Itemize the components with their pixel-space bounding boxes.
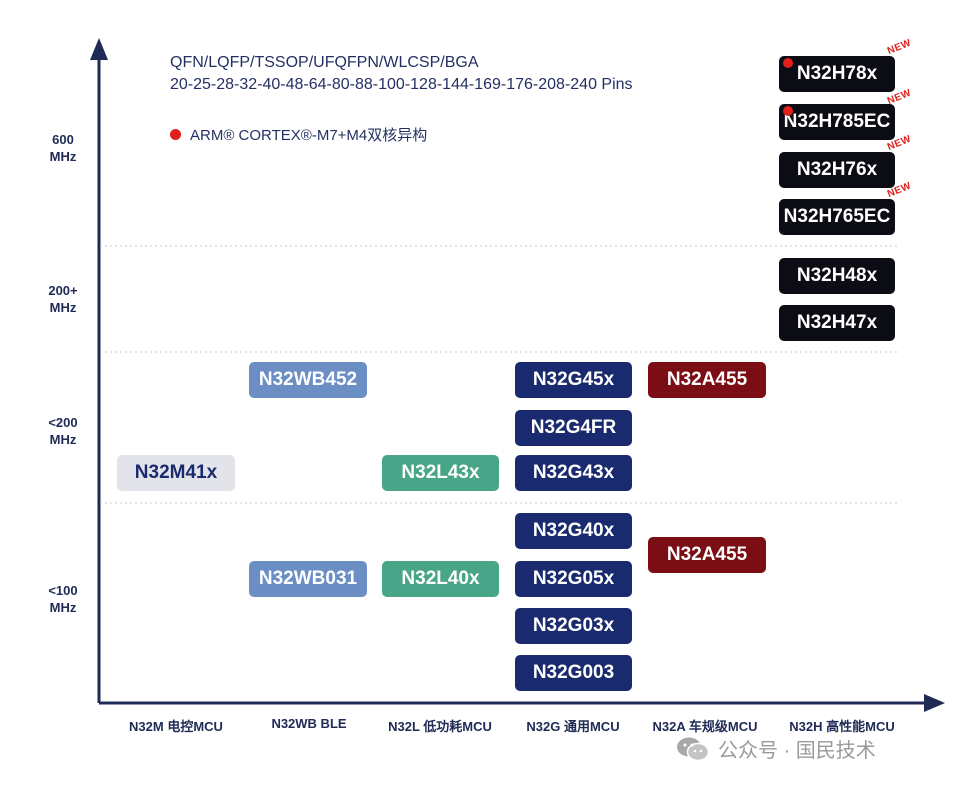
- y-label-200plus: 200+ MHz: [23, 282, 103, 316]
- chip-n32h76x[interactable]: N32H76x: [779, 152, 895, 188]
- chip-n32g03x[interactable]: N32G03x: [515, 608, 632, 644]
- y-label-200plus-unit: MHz: [49, 300, 77, 315]
- watermark: 公众号 · 国民技术: [676, 734, 876, 763]
- chip-n32g43x[interactable]: N32G43x: [515, 455, 632, 491]
- chip-n32m41x[interactable]: N32M41x: [117, 455, 235, 491]
- x-label-n32l: N32L 低功耗MCU: [388, 719, 492, 734]
- y-label-600-unit: MHz: [49, 149, 77, 164]
- package-types: QFN/LQFP/TSSOP/UFQFPN/WLCSP/BGA: [170, 54, 479, 71]
- y-label-lt100-value: <100: [48, 583, 78, 598]
- chip-n32a455-low[interactable]: N32A455: [648, 537, 766, 573]
- y-label-lt200-value: <200: [48, 415, 78, 430]
- y-label-lt200: <200 MHz: [23, 414, 103, 448]
- y-label-lt100-unit: MHz: [49, 600, 77, 615]
- x-label-n32a: N32A 车规级MCU: [652, 719, 758, 734]
- red-dot-icon: [783, 58, 793, 68]
- chip-n32a455-high[interactable]: N32A455: [648, 362, 766, 398]
- chip-n32g45x[interactable]: N32G45x: [515, 362, 632, 398]
- chip-n32l43x[interactable]: N32L43x: [382, 455, 499, 491]
- y-axis-arrow: [90, 38, 108, 60]
- watermark-text: 公众号 · 国民技术: [718, 740, 876, 762]
- chip-n32g003[interactable]: N32G003: [515, 655, 632, 691]
- chip-n32g4fr[interactable]: N32G4FR: [515, 410, 632, 446]
- chip-n32wb031[interactable]: N32WB031: [249, 561, 367, 597]
- chip-n32l40x[interactable]: N32L40x: [382, 561, 499, 597]
- x-label-n32g: N32G 通用MCU: [526, 719, 620, 734]
- x-label-n32m: N32M 电控MCU: [129, 719, 223, 734]
- chip-n32wb452[interactable]: N32WB452: [249, 362, 367, 398]
- chip-n32h78x[interactable]: N32H78x: [779, 56, 895, 92]
- chip-n32g40x[interactable]: N32G40x: [515, 513, 632, 549]
- y-label-600-value: 600: [52, 132, 74, 147]
- y-label-lt100: <100 MHz: [23, 582, 103, 616]
- chip-n32h47x[interactable]: N32H47x: [779, 305, 895, 341]
- package-info: QFN/LQFP/TSSOP/UFQFPN/WLCSP/BGA 20-25-28…: [170, 52, 633, 96]
- chip-n32g05x[interactable]: N32G05x: [515, 561, 632, 597]
- chip-n32h48x[interactable]: N32H48x: [779, 258, 895, 294]
- y-label-600mhz: 600 MHz: [23, 131, 103, 165]
- x-label-n32h: N32H 高性能MCU: [789, 719, 895, 734]
- x-axis-arrow: [924, 694, 945, 712]
- y-label-200plus-value: 200+: [48, 283, 78, 298]
- wechat-icon: [677, 737, 710, 761]
- core-note: ARM® CORTEX®-M7+M4双核异构: [170, 124, 427, 145]
- red-dot-icon: [170, 129, 181, 140]
- y-label-lt200-unit: MHz: [49, 432, 77, 447]
- chip-n32h765ec[interactable]: N32H765EC: [779, 199, 895, 235]
- x-label-n32wb: N32WB BLE: [271, 716, 347, 731]
- core-note-text: ARM® CORTEX®-M7+M4双核异构: [190, 127, 428, 144]
- red-dot-icon: [783, 106, 793, 116]
- chip-n32h785ec[interactable]: N32H785EC: [779, 104, 895, 140]
- pin-counts: 20-25-28-32-40-48-64-80-88-100-128-144-1…: [170, 76, 633, 93]
